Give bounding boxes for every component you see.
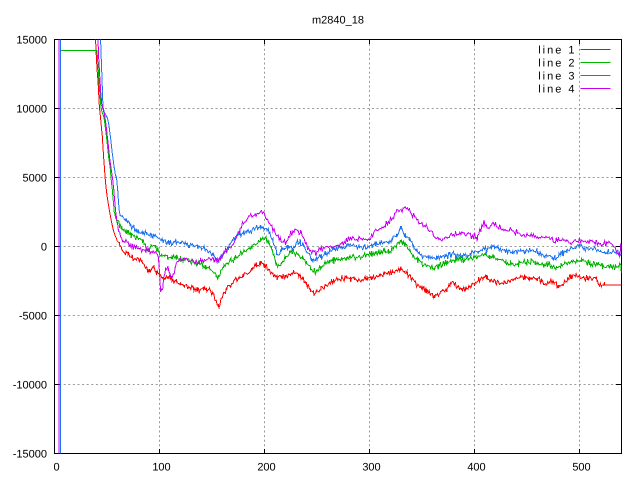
svg-text:400: 400	[467, 462, 485, 474]
svg-text:5000: 5000	[23, 173, 47, 185]
svg-text:10000: 10000	[16, 104, 47, 116]
svg-text:0: 0	[53, 462, 59, 474]
svg-text:-5000: -5000	[19, 311, 47, 323]
svg-text:100: 100	[152, 462, 170, 474]
svg-text:line 3: line 3	[538, 71, 576, 83]
svg-text:200: 200	[257, 462, 275, 474]
svg-text:-10000: -10000	[13, 380, 47, 392]
svg-text:0: 0	[41, 242, 47, 254]
svg-text:500: 500	[572, 462, 590, 474]
svg-text:300: 300	[362, 462, 380, 474]
svg-text:line 4: line 4	[538, 84, 576, 96]
svg-text:line 2: line 2	[538, 58, 576, 70]
svg-text:m2840_18: m2840_18	[312, 14, 364, 26]
svg-text:line 1: line 1	[538, 45, 576, 57]
svg-text:-15000: -15000	[13, 449, 47, 461]
svg-text:15000: 15000	[16, 35, 47, 47]
